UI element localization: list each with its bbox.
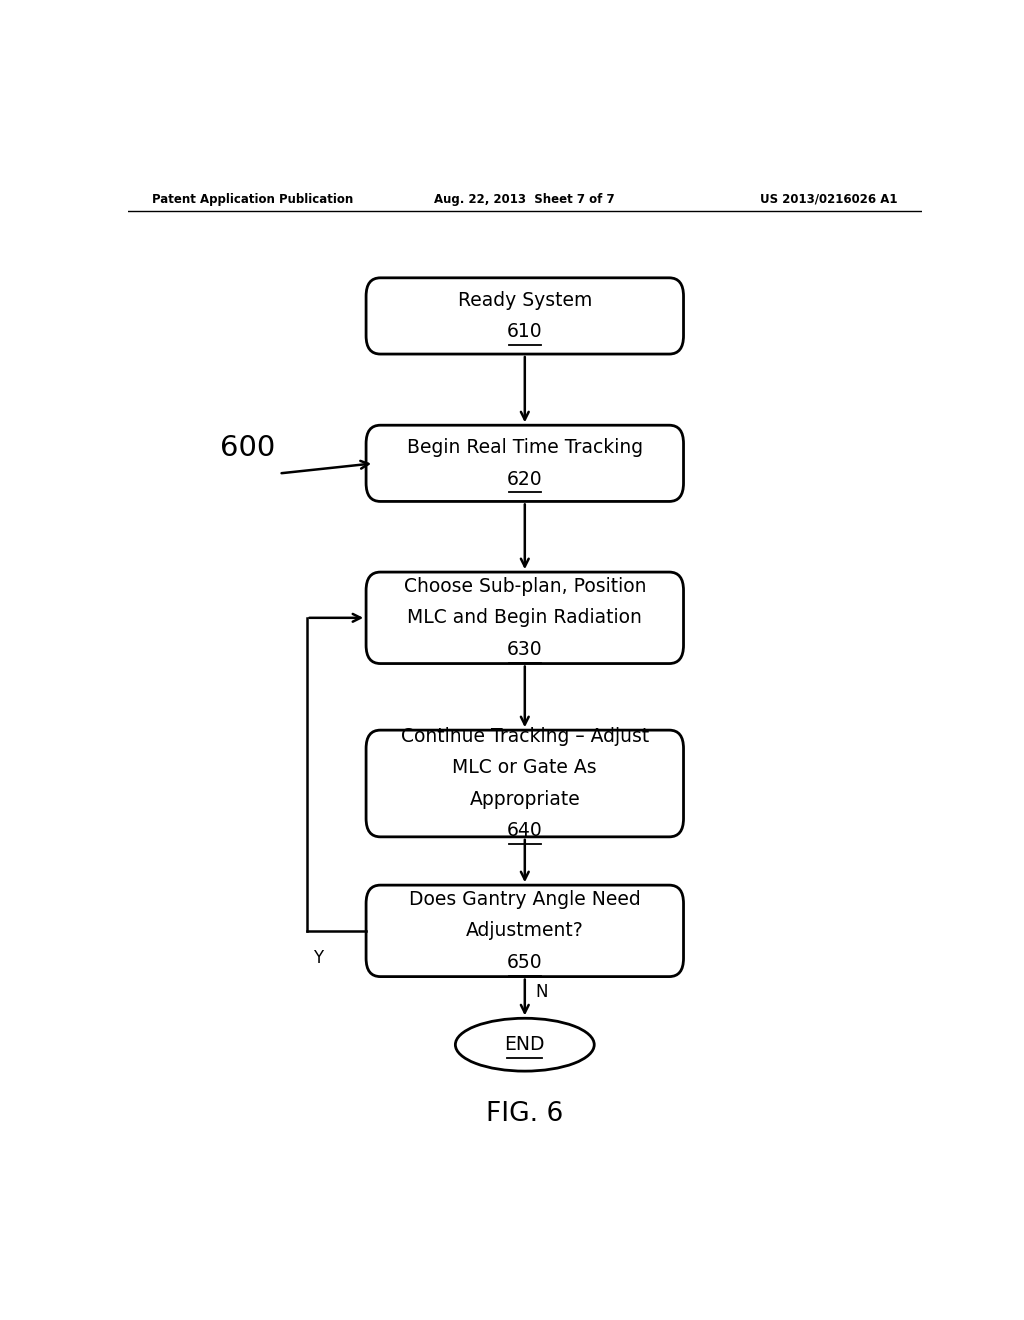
Ellipse shape	[456, 1018, 594, 1071]
Text: 630: 630	[507, 640, 543, 659]
Text: 650: 650	[507, 953, 543, 972]
FancyBboxPatch shape	[367, 572, 684, 664]
Text: Does Gantry Angle Need: Does Gantry Angle Need	[409, 890, 641, 909]
Text: Continue Tracking – Adjust: Continue Tracking – Adjust	[400, 727, 649, 746]
Text: END: END	[505, 1035, 545, 1055]
Text: Begin Real Time Tracking: Begin Real Time Tracking	[407, 438, 643, 457]
Text: 600: 600	[219, 434, 274, 462]
Text: 620: 620	[507, 470, 543, 488]
Text: Appropriate: Appropriate	[469, 789, 581, 809]
FancyBboxPatch shape	[367, 730, 684, 837]
Text: US 2013/0216026 A1: US 2013/0216026 A1	[760, 193, 898, 206]
FancyBboxPatch shape	[367, 886, 684, 977]
FancyBboxPatch shape	[367, 425, 684, 502]
FancyBboxPatch shape	[367, 277, 684, 354]
Text: 610: 610	[507, 322, 543, 341]
Text: Patent Application Publication: Patent Application Publication	[152, 193, 353, 206]
Text: Choose Sub-plan, Position: Choose Sub-plan, Position	[403, 577, 646, 595]
Text: 640: 640	[507, 821, 543, 841]
Text: MLC and Begin Radiation: MLC and Begin Radiation	[408, 609, 642, 627]
Text: N: N	[536, 983, 548, 1002]
Text: Aug. 22, 2013  Sheet 7 of 7: Aug. 22, 2013 Sheet 7 of 7	[434, 193, 615, 206]
Text: Ready System: Ready System	[458, 290, 592, 310]
Text: Adjustment?: Adjustment?	[466, 921, 584, 940]
Text: FIG. 6: FIG. 6	[486, 1101, 563, 1127]
Text: Y: Y	[313, 949, 323, 968]
Text: MLC or Gate As: MLC or Gate As	[453, 758, 597, 777]
